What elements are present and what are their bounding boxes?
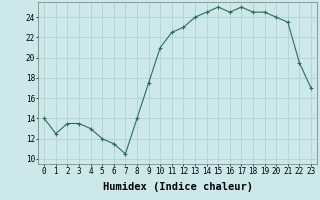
X-axis label: Humidex (Indice chaleur): Humidex (Indice chaleur) (103, 182, 252, 192)
